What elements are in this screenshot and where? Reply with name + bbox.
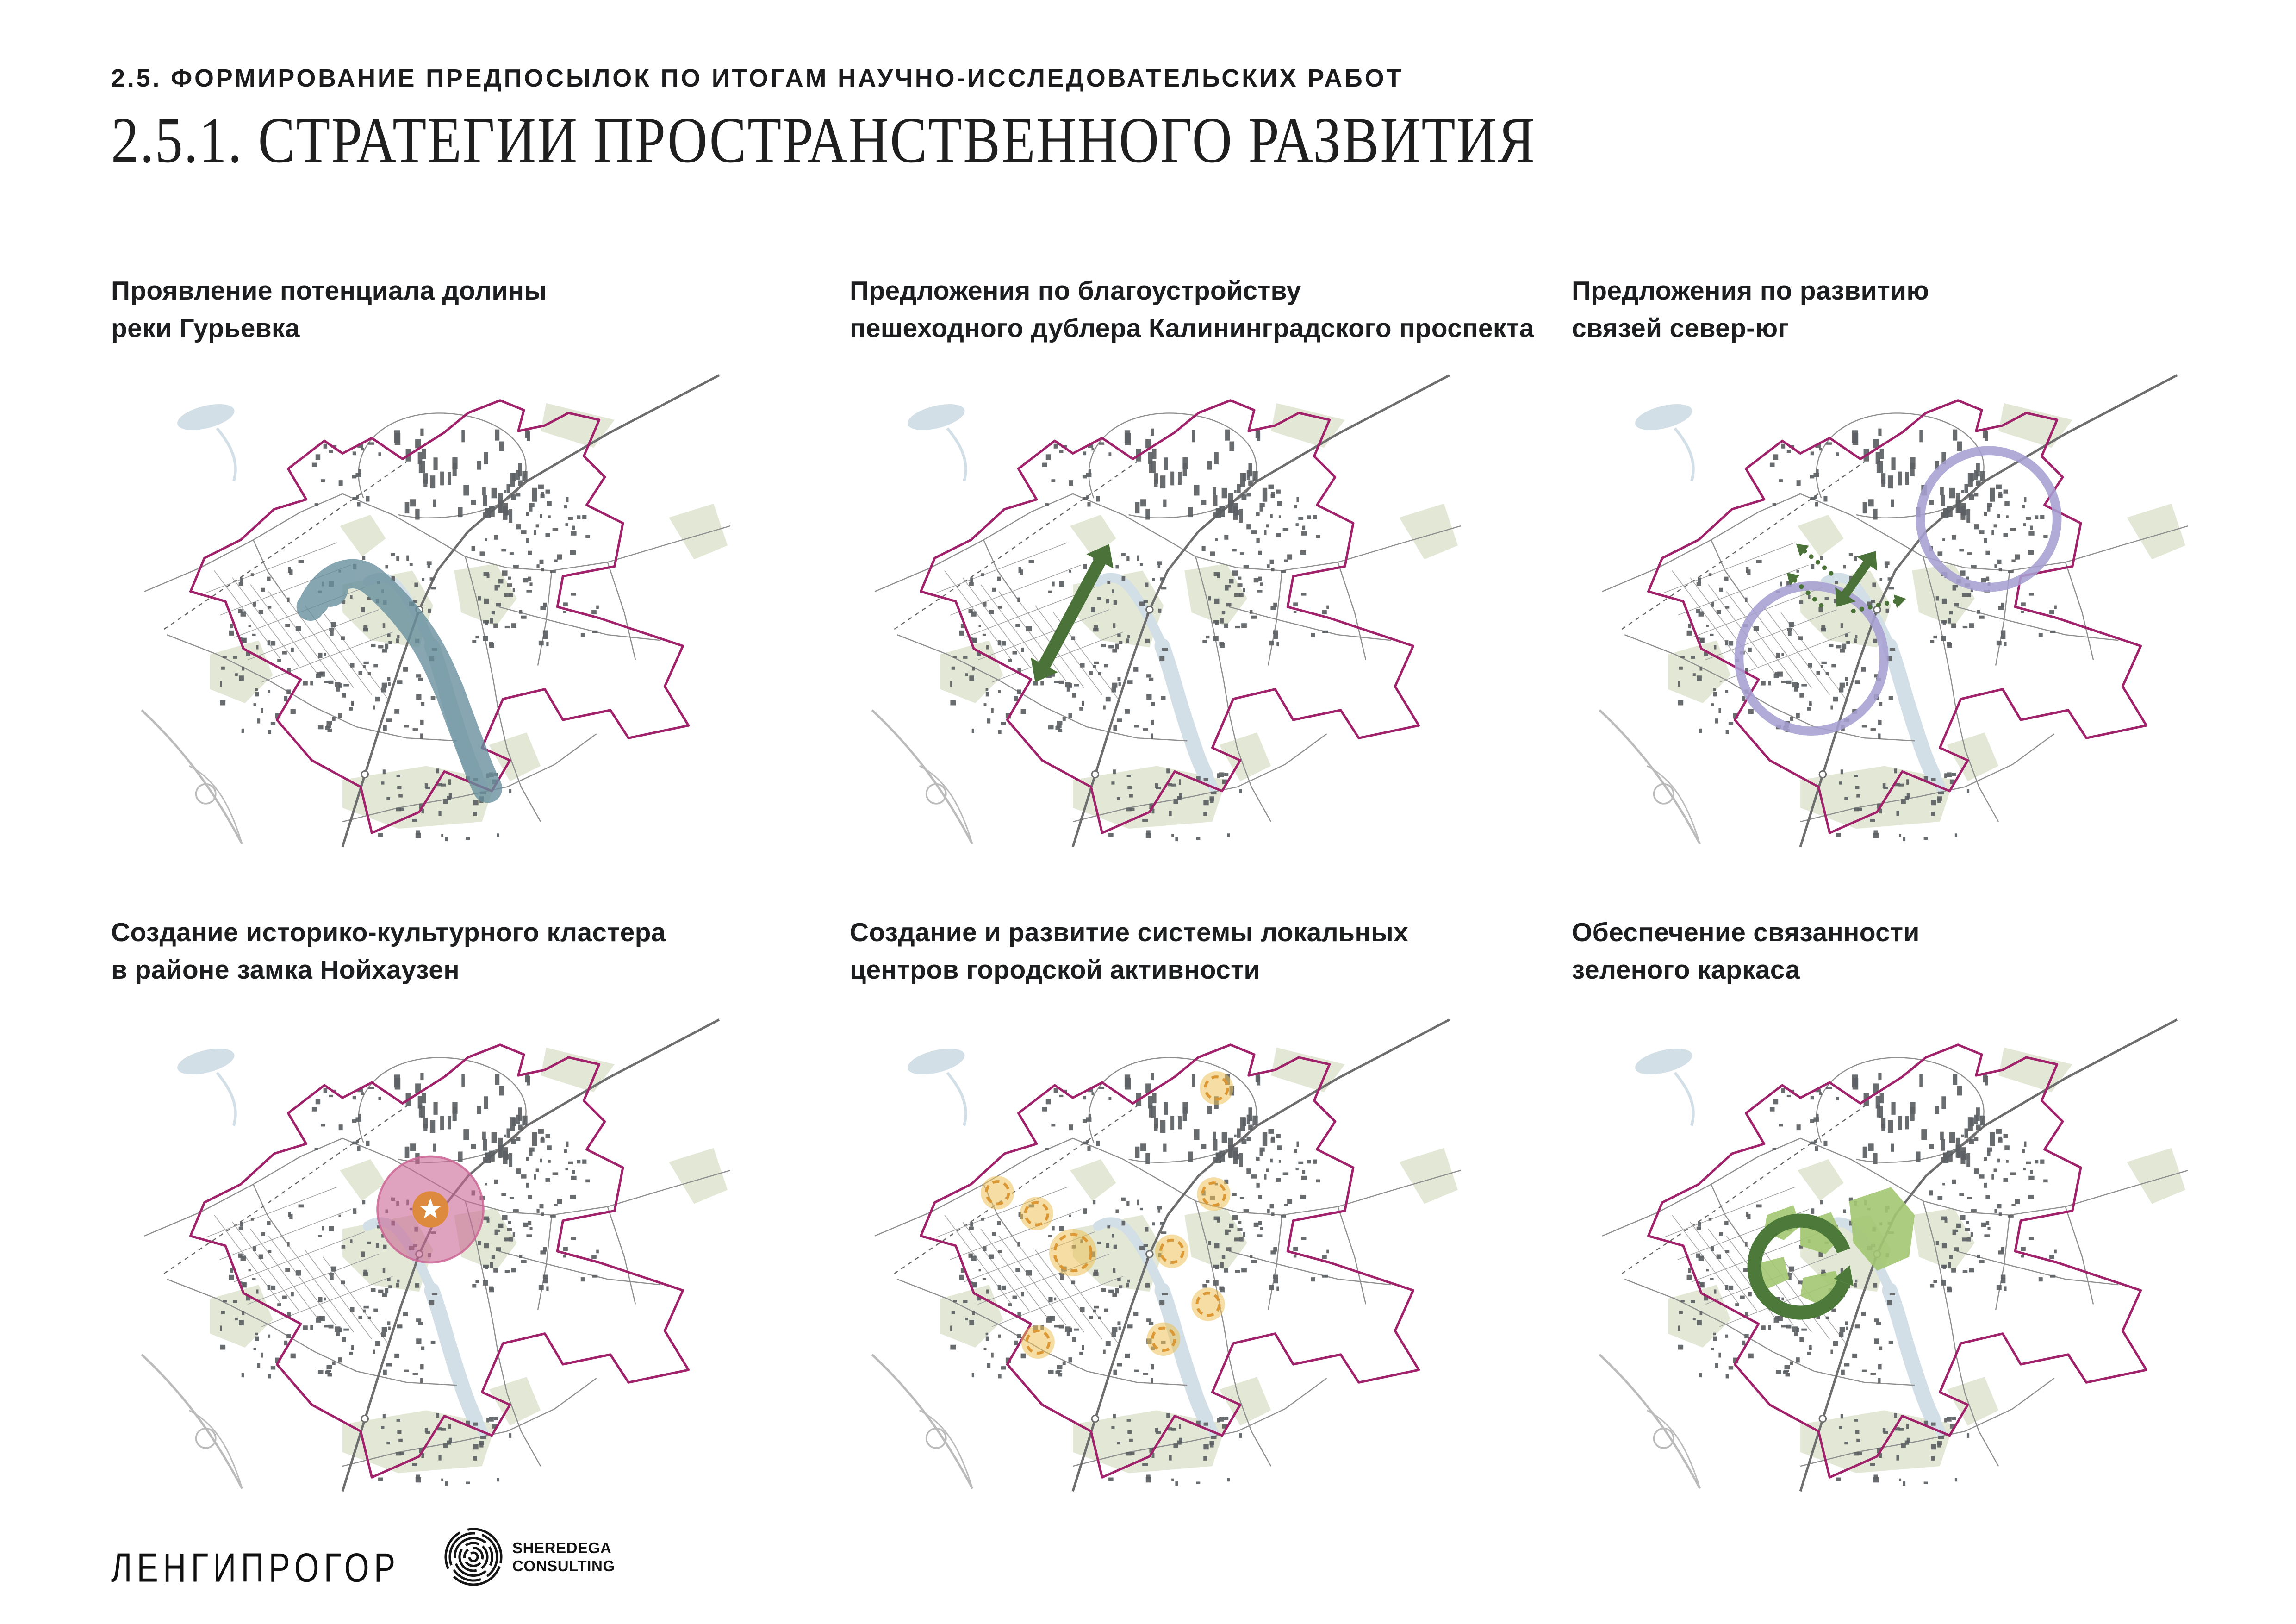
caption-line: реки Гурьевка <box>111 313 300 343</box>
caption-line: Создание историко-культурного кластера <box>111 918 666 947</box>
strategy-caption-north-south: Предложения по развитию связей север-юг <box>1572 272 2296 347</box>
strategy-map-green-framework <box>1591 1003 2188 1521</box>
consulting-word: CONSULTING <box>512 1557 615 1574</box>
sheredega-logo-text: SHEREDEGA CONSULTING <box>512 1539 615 1575</box>
caption-line: в районе замка Нойхаузен <box>111 955 460 985</box>
section-kicker: 2.5. ФОРМИРОВАНИЕ ПРЕДПОСЫЛОК ПО ИТОГАМ … <box>111 64 1404 92</box>
strategy-caption-local-centers: Создание и развитие системы локальных це… <box>850 914 1577 989</box>
page-title: 2.5.1. СТРАТЕГИИ ПРОСТРАНСТВЕННОГО РАЗВИ… <box>111 104 1536 176</box>
base-map-svg <box>871 1018 1461 1492</box>
caption-line: зеленого каркаса <box>1572 955 1800 985</box>
caption-line: Предложения по благоустройству <box>850 276 1301 306</box>
sheredega-word: SHEREDEGA <box>512 1539 612 1556</box>
caption-line: связей север-юг <box>1572 313 1789 343</box>
caption-line: пешеходного дублера Калининградского про… <box>850 313 1534 343</box>
lengiprogor-logo: ЛЕНГИПРОГОР <box>111 1545 400 1591</box>
strategy-caption-historic-cluster: Создание историко-культурного кластера в… <box>111 914 839 989</box>
caption-line: Предложения по развитию <box>1572 276 1929 306</box>
caption-line: центров городской активности <box>850 955 1260 985</box>
strategy-map-local-centers <box>864 1003 1461 1521</box>
strategy-map-historic-cluster <box>133 1003 730 1521</box>
strategy-map-river-valley <box>133 358 730 876</box>
caption-line: Проявление потенциала долины <box>111 276 547 306</box>
base-map-svg <box>141 1018 730 1492</box>
sheredega-logo: SHEREDEGA CONSULTING <box>442 1525 615 1589</box>
strategy-caption-river-valley: Проявление потенциала долины реки Гурьев… <box>111 272 839 347</box>
caption-line: Обеспечение связанности <box>1572 918 1920 947</box>
base-map-svg <box>871 374 1461 848</box>
strategy-map-pedestrian-double <box>864 358 1461 876</box>
base-map-svg <box>1599 374 2188 848</box>
strategy-caption-pedestrian-double: Предложения по благоустройству пешеходно… <box>850 272 1577 347</box>
caption-line: Создание и развитие системы локальных <box>850 918 1409 947</box>
base-map-svg <box>1599 1018 2188 1492</box>
strategy-map-north-south <box>1591 358 2188 876</box>
base-map-svg <box>141 374 730 848</box>
fingerprint-icon <box>444 1528 503 1586</box>
strategy-caption-green-framework: Обеспечение связанности зеленого каркаса <box>1572 914 2296 989</box>
